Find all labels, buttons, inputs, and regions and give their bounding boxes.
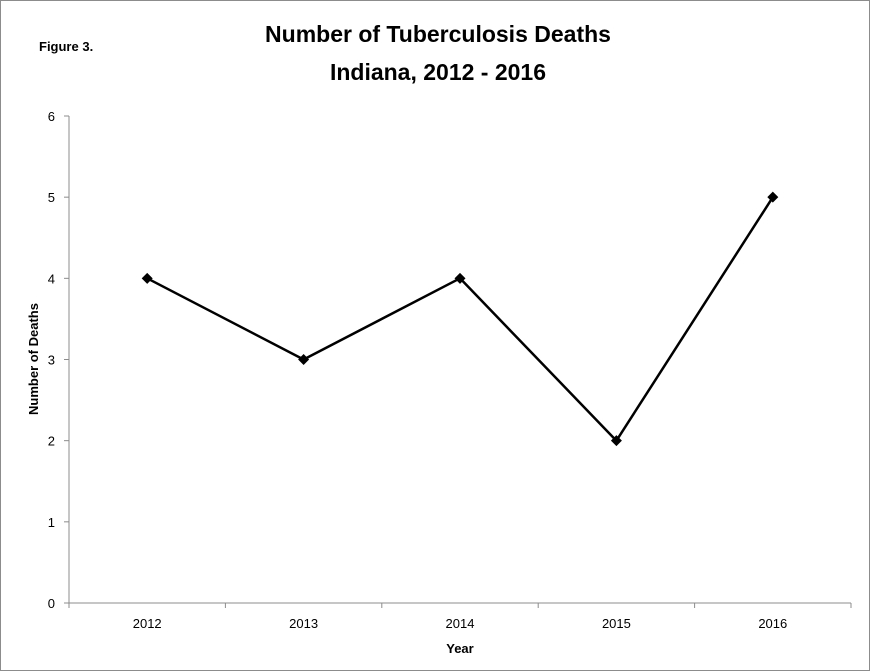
y-tick-label: 2: [48, 434, 55, 449]
data-point-marker: [141, 272, 153, 284]
y-tick-label: 5: [48, 190, 55, 205]
y-tick-label: 1: [48, 515, 55, 530]
y-tick-label: 6: [48, 109, 55, 124]
chart-subtitle: Indiana, 2012 - 2016: [330, 59, 546, 85]
x-tick-label: 2014: [446, 616, 475, 631]
x-tick-label: 2015: [602, 616, 631, 631]
data-point-marker: [767, 191, 779, 203]
x-axis: 2012 2013 2014 2015 2016: [68, 602, 852, 631]
y-axis-title: Number of Deaths: [26, 303, 41, 415]
x-tick-label: 2013: [289, 616, 318, 631]
y-tick-label: 4: [48, 271, 55, 286]
data-point-marker: [298, 354, 310, 365]
data-point-marker: [610, 435, 622, 447]
y-tick-label: 0: [48, 596, 55, 611]
figure-label: Figure 3.: [39, 39, 93, 54]
y-tick-label: 3: [48, 353, 55, 368]
chart-title: Number of Tuberculosis Deaths: [265, 21, 611, 47]
x-axis-title: Year: [446, 641, 473, 656]
series-line: [146, 196, 774, 442]
data-point-marker: [454, 272, 466, 284]
series-group: [141, 191, 779, 447]
y-axis: 0 1 2 3 4 5 6: [48, 109, 70, 611]
x-tick-label: 2012: [133, 616, 162, 631]
x-tick-label: 2016: [758, 616, 787, 631]
